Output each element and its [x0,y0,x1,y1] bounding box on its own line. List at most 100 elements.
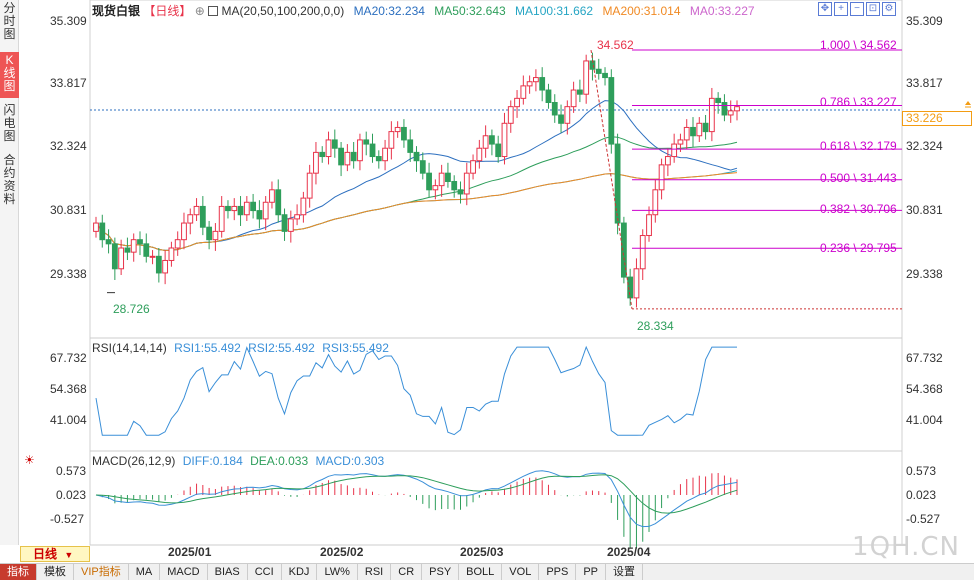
chart-toolbar: ✥ + − ⊡ ⚙ [818,2,896,16]
price-tick-right: 35.309 [906,14,943,28]
period-selector[interactable]: 日线 ▼ [20,546,90,562]
candle-body [231,205,238,212]
candle-body [683,126,690,141]
price-tick-left: 32.324 [50,139,87,153]
chart-frame [89,0,971,546]
move-icon[interactable]: ✥ [818,2,832,16]
tab-boll[interactable]: BOLL [459,564,503,580]
tab-rsi[interactable]: RSI [358,564,392,580]
candle-body [111,243,118,270]
tab-vol[interactable]: VOL [502,564,540,580]
candle-body [275,189,282,216]
candle-body [130,239,137,253]
candle-body [514,97,520,108]
candle-body [576,89,583,95]
tab-kline[interactable]: K线图 [0,52,19,98]
candle-body [595,68,602,74]
candle-body [558,114,564,124]
tab-vip-indicators[interactable]: VIP指标 [74,564,129,580]
ma0-value: MA0:33.227 [689,4,755,18]
price-tick-left: 30.831 [50,203,87,217]
tab-contract-info[interactable]: 合约资料 [3,153,16,206]
candle-body [281,214,288,232]
candle-body [181,222,187,241]
zoom-in-icon[interactable]: + [834,2,848,16]
candle-body [306,172,313,199]
candle-body [639,235,646,270]
tab-cr[interactable]: CR [391,564,423,580]
candle-body [708,97,715,133]
date-label: 2025/02 [320,545,364,559]
macd-diff-value: DIFF:0.184 [182,454,243,468]
tab-lw[interactable]: LW% [317,564,358,580]
candle-body [206,226,213,241]
macd-legend: MACD(26,12,9) DIFF:0.184 DEA:0.033 MACD:… [92,453,384,469]
candle-body [388,131,395,149]
candle-body [105,239,112,245]
tab-flash-chart[interactable]: 闪电图 [3,103,16,143]
macd-panel [95,470,738,549]
candle-body [734,106,740,112]
fib-label-0382: 0.382 \ 30.706 [820,202,897,216]
candle-body [168,247,175,261]
settings-icon[interactable]: ⚙ [882,2,896,16]
chevron-down-icon: ▼ [64,550,74,560]
candle-body [262,201,269,220]
ma-params: MA(20,50,100,200,0,0) [221,4,345,18]
zoom-out-icon[interactable]: − [850,2,864,16]
candle-body [250,201,257,212]
tab-macd[interactable]: MACD [160,564,208,580]
tab-bias[interactable]: BIAS [208,564,248,580]
period-label[interactable]: 【日线】 [143,4,192,18]
fibonacci-retracement [107,49,902,310]
candle-body [199,205,206,228]
macd-settings-icon[interactable]: ☀ [24,453,35,467]
candle-body [149,255,156,258]
fullscreen-icon[interactable]: ⊡ [866,2,880,16]
candle-body [533,77,539,83]
macd-hist-value: MACD:0.303 [315,454,385,468]
tab-templates[interactable]: 模板 [37,564,74,580]
date-label: 2025/04 [607,545,651,559]
ma200-line [95,172,738,251]
candle-body [677,139,684,145]
rsi1-value: RSI1:55.492 [174,341,241,355]
price-tick-right: 33.817 [906,76,943,90]
candle-body [137,239,143,245]
date-label: 2025/01 [168,545,212,559]
date-label: 2025/03 [460,545,504,559]
chart-canvas[interactable] [0,0,974,563]
instrument-title: 现货白银 [92,4,141,18]
tab-pps[interactable]: PPS [539,564,577,580]
low-price-label: 28.334 [637,319,674,333]
candle-body [401,126,407,141]
candle-body [419,160,426,174]
tab-kdj[interactable]: KDJ [282,564,318,580]
tab-pp[interactable]: PP [576,564,607,580]
rsi-tick-left: 54.368 [50,382,87,396]
ma-settings-icon[interactable] [208,6,219,16]
ma-toggle-icon[interactable]: ⊕ [194,4,205,18]
tab-psy[interactable]: PSY [422,564,460,580]
candle-body [715,97,722,104]
chart-legend: 现货白银 【日线】 ⊕ MA(20,50,100,200,0,0) MA20:3… [92,3,755,19]
candle-body [696,122,703,137]
candle-body [671,143,678,158]
candle-body [520,85,527,99]
ma20-line [95,100,738,251]
fib-label-0618: 0.618 \ 32.179 [820,139,897,153]
tab-indicators[interactable]: 指标 [0,564,37,580]
candle-body [489,135,495,145]
tab-time-sharing[interactable]: 分时图 [3,1,16,41]
candle-body [143,243,150,257]
candle-body [564,106,571,124]
macd-tick-right: 0.573 [906,464,937,478]
tab-settings[interactable]: 设置 [606,564,644,580]
tab-ma[interactable]: MA [129,564,161,580]
tab-cci[interactable]: CCI [248,564,282,580]
fib-label-0500: 0.500 \ 31.443 [820,171,897,185]
price-tick-right: 29.338 [906,267,943,281]
candle-body [313,151,319,174]
candle-body [413,151,420,162]
candle-body [124,247,131,253]
